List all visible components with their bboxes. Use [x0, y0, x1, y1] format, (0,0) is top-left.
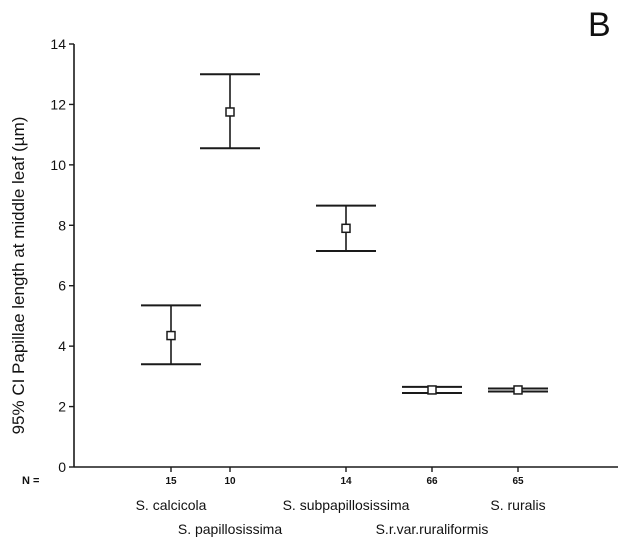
y-tick-label: 8 [58, 217, 66, 233]
category-label: S. papillosissima [178, 521, 282, 537]
n-count-label: 15 [165, 476, 177, 487]
n-count-label: 66 [426, 476, 438, 487]
mean-marker [428, 386, 436, 394]
n-count-label: 10 [224, 476, 236, 487]
y-axis-label: 95% CI Papillae length at middle leaf (µ… [9, 117, 28, 435]
y-tick-label: 10 [50, 157, 66, 173]
y-tick-label: 4 [58, 338, 66, 354]
category-label: S.r.var.ruraliformis [376, 521, 489, 537]
n-equals-label: N = [22, 475, 39, 487]
mean-marker [167, 332, 175, 340]
category-label: S. ruralis [490, 497, 545, 513]
mean-marker [514, 386, 522, 394]
category-label: S. calcicola [136, 497, 207, 513]
category-label: S. subpapillosissima [283, 497, 410, 513]
mean-marker [226, 108, 234, 116]
mean-marker [342, 224, 350, 232]
y-tick-label: 0 [58, 459, 66, 475]
n-count-label: 65 [512, 476, 524, 487]
y-tick-label: 14 [50, 36, 66, 52]
y-tick-label: 12 [50, 96, 66, 112]
y-tick-label: 2 [58, 399, 66, 415]
y-tick-label: 6 [58, 278, 66, 294]
n-count-label: 14 [340, 476, 352, 487]
